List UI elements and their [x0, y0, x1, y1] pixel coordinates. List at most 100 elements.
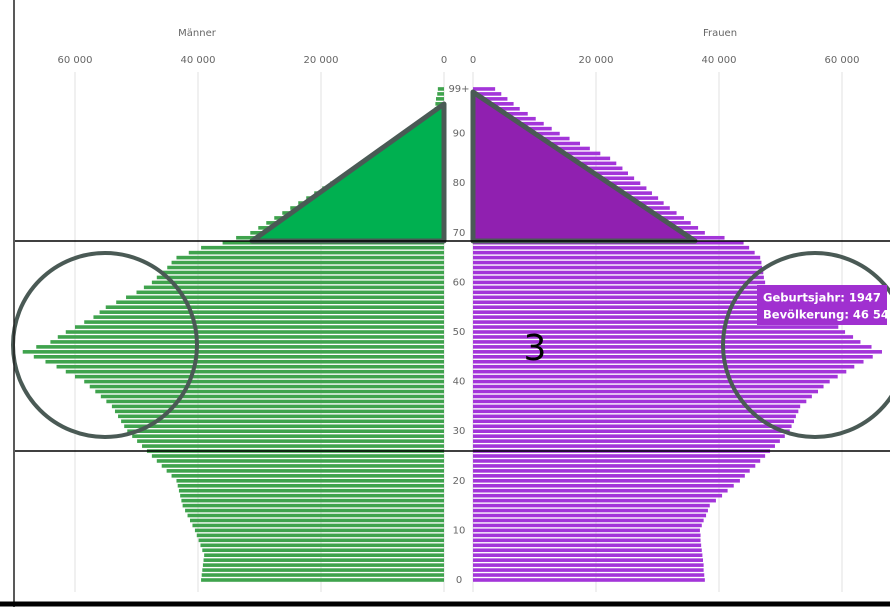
bar	[124, 424, 444, 429]
bar	[435, 102, 444, 106]
bar	[198, 538, 444, 543]
bar	[202, 563, 444, 567]
bar	[473, 384, 824, 389]
bar	[116, 300, 444, 305]
bar	[50, 340, 445, 344]
x-tick-label: 0	[470, 55, 476, 66]
y-tick-label: 30	[453, 426, 466, 437]
bar	[201, 578, 444, 582]
bar	[473, 548, 702, 553]
bar	[161, 464, 444, 468]
bar	[473, 578, 705, 582]
bar	[473, 325, 839, 329]
bar	[65, 330, 445, 334]
bar	[473, 498, 716, 503]
bar	[473, 389, 819, 394]
x-tick-label: 60 000	[58, 55, 93, 66]
bar	[473, 364, 855, 369]
bar	[473, 434, 785, 438]
bar	[473, 350, 882, 354]
bar	[106, 399, 445, 404]
bar	[437, 92, 444, 96]
bar	[436, 97, 444, 101]
bar	[188, 250, 444, 255]
bar	[473, 399, 807, 404]
bar	[473, 424, 792, 429]
bar	[180, 493, 445, 498]
bar	[473, 493, 723, 498]
bar	[156, 275, 445, 280]
bar	[473, 419, 795, 424]
bar	[177, 483, 444, 488]
bar	[473, 355, 873, 359]
bar	[473, 563, 704, 567]
bar	[473, 488, 728, 493]
bar	[473, 280, 766, 285]
bar	[473, 374, 838, 379]
x-tick-label: 20 000	[304, 55, 339, 66]
x-tick-label: 0	[441, 55, 447, 66]
bar	[65, 369, 445, 374]
bar	[473, 518, 704, 523]
bar	[114, 409, 444, 414]
bar	[95, 389, 445, 394]
x-tick-label: 60 000	[825, 55, 860, 66]
bar	[45, 359, 444, 364]
bar	[127, 429, 445, 433]
bar	[473, 528, 700, 533]
y-tick-label: 20	[453, 476, 466, 487]
bar	[473, 270, 764, 275]
bar	[473, 558, 704, 562]
bar	[473, 379, 830, 384]
bar	[473, 250, 755, 255]
bar	[473, 464, 756, 468]
bar	[473, 573, 705, 577]
bar	[196, 533, 444, 538]
bar	[142, 444, 444, 448]
y-tick-label: 80	[453, 178, 466, 189]
bar	[126, 295, 445, 300]
bar	[473, 315, 825, 319]
bar	[171, 260, 444, 265]
bar	[178, 488, 444, 493]
bar	[473, 394, 812, 399]
y-tick-label: 40	[453, 377, 466, 388]
bar	[473, 87, 496, 91]
bar	[473, 310, 817, 314]
bar	[132, 434, 444, 438]
bar	[182, 503, 444, 508]
bar	[473, 543, 702, 548]
bar	[187, 513, 445, 518]
labels: 0 20 000 40 000 60 000 0 20 000 40 000 60 000 0 1…	[58, 55, 860, 586]
bar	[201, 573, 444, 577]
bar	[84, 320, 444, 324]
bar	[473, 444, 775, 448]
bar	[473, 295, 793, 300]
bar	[473, 320, 831, 324]
bar	[194, 528, 444, 533]
bar	[190, 518, 444, 523]
annotation: 3	[524, 328, 547, 369]
bar	[176, 479, 444, 483]
bar	[473, 568, 704, 572]
tooltip-line: Bevölkerung: 46 546	[763, 308, 890, 322]
bar	[473, 414, 796, 419]
bar	[105, 305, 444, 309]
bar	[200, 543, 444, 548]
bar	[473, 508, 708, 513]
bar	[473, 479, 740, 483]
bar	[473, 290, 783, 295]
bar	[143, 285, 444, 290]
bar	[22, 350, 444, 354]
bar	[473, 553, 703, 557]
axis-label: Männer	[178, 28, 217, 39]
x-tick-label: 40 000	[702, 55, 737, 66]
tooltip	[757, 285, 887, 325]
bar	[156, 459, 445, 463]
bar	[473, 92, 502, 96]
bar	[121, 419, 444, 424]
bar	[118, 414, 445, 419]
bar	[473, 359, 864, 364]
bar	[89, 384, 444, 389]
